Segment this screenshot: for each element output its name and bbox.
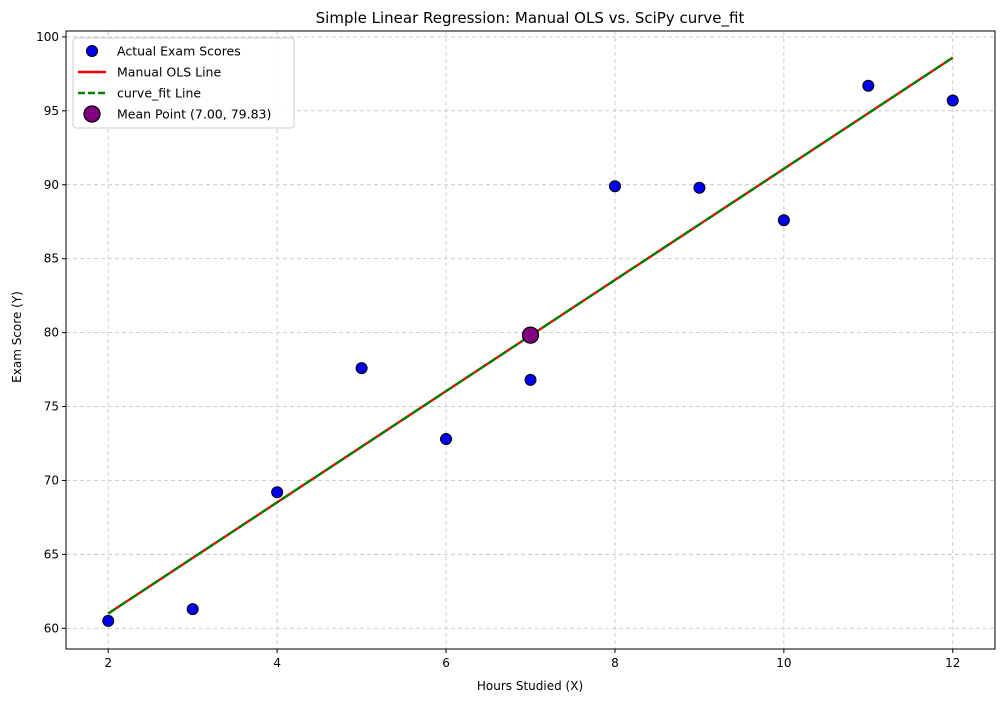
- y-tick-label: 95: [44, 104, 59, 118]
- data-point: [777, 214, 790, 227]
- data-point: [271, 486, 284, 499]
- grid: [66, 31, 995, 649]
- x-tick-label: 2: [104, 656, 112, 670]
- plot-area: [102, 56, 959, 627]
- y-axis-label: Exam Score (Y): [10, 291, 24, 383]
- y-tick-label: 65: [44, 547, 59, 561]
- data-point: [102, 614, 115, 627]
- legend: Actual Exam Scores Manual OLS Line curve_f…: [72, 37, 295, 129]
- y-tick-label: 90: [44, 178, 59, 192]
- axes: 2 4 6 8 10 12 60 65 70 75 80 85 90 95 100: [36, 30, 996, 670]
- legend-label: Mean Point (7.00, 79.83): [117, 107, 271, 122]
- chart-title: Simple Linear Regression: Manual OLS vs.…: [316, 9, 745, 28]
- y-tick-label: 60: [44, 621, 59, 635]
- data-point: [440, 433, 453, 446]
- x-tick-label: 8: [611, 656, 619, 670]
- legend-label: Actual Exam Scores: [117, 44, 241, 59]
- x-tick-label: 10: [776, 656, 791, 670]
- data-point: [946, 94, 959, 107]
- data-point: [693, 181, 706, 194]
- y-tick-label: 85: [44, 252, 59, 266]
- legend-box: [72, 37, 295, 129]
- data-point: [608, 180, 621, 193]
- legend-marker-mean: [83, 105, 101, 123]
- y-tick-label: 75: [44, 400, 59, 414]
- data-point: [186, 603, 199, 616]
- mean-point: [521, 326, 540, 344]
- legend-marker-scatter: [86, 45, 98, 57]
- data-point: [862, 79, 875, 92]
- plot-frame: [65, 30, 996, 650]
- y-tick-label: 80: [44, 326, 59, 340]
- legend-label: curve_fit Line: [117, 86, 201, 101]
- legend-label: Manual OLS Line: [117, 65, 221, 80]
- x-tick-label: 4: [273, 656, 281, 670]
- x-tick-label: 6: [442, 656, 450, 670]
- x-axis-label: Hours Studied (X): [477, 679, 583, 693]
- data-point: [524, 373, 537, 386]
- y-tick-label: 100: [36, 30, 59, 44]
- data-point: [355, 362, 368, 375]
- y-tick-label: 70: [44, 473, 59, 487]
- x-tick-label: 12: [945, 656, 960, 670]
